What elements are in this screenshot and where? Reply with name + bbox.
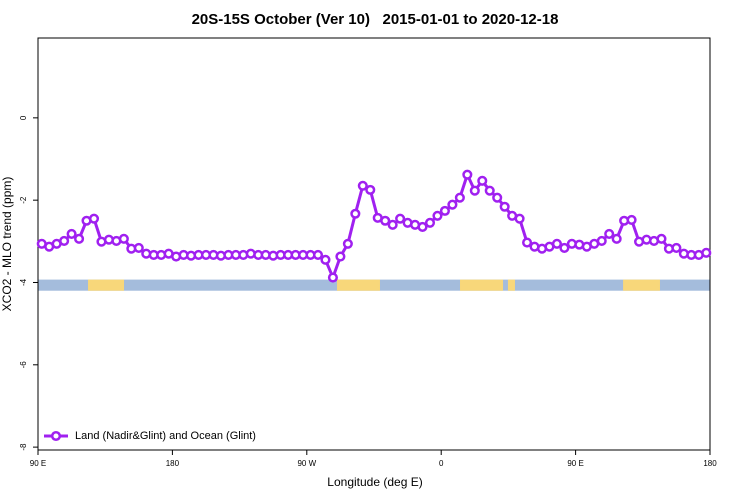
point-marker — [439, 205, 450, 216]
y-tick-label: 0 — [19, 115, 28, 120]
point-marker — [417, 221, 428, 232]
y-axis-label: XCO2 - MLO trend (ppm) — [0, 177, 14, 312]
point-marker — [671, 242, 682, 253]
point-marker — [133, 242, 144, 253]
point-marker — [477, 175, 488, 186]
point-marker — [342, 238, 353, 249]
point-marker — [604, 228, 615, 239]
point-marker — [551, 238, 562, 249]
point-marker — [656, 233, 667, 244]
point-marker — [312, 249, 324, 260]
x-axis-label: Longitude (deg E) — [327, 475, 422, 489]
point-marker — [350, 208, 361, 219]
point-marker — [492, 192, 503, 203]
x-tick-label: 90 W — [297, 459, 316, 468]
y-tick-label: -8 — [19, 443, 28, 451]
point-marker — [454, 192, 465, 203]
point-marker — [74, 233, 85, 244]
point-marker — [365, 184, 376, 195]
y-tick-label: -2 — [19, 196, 28, 204]
point-marker — [88, 213, 100, 224]
legend-label: Land (Nadir&Glint) and Ocean (Glint) — [75, 430, 256, 442]
point-marker — [469, 185, 480, 196]
point-marker — [118, 233, 129, 244]
point-marker — [335, 251, 346, 262]
point-marker — [596, 235, 607, 246]
point-marker — [514, 213, 525, 224]
point-marker — [626, 214, 637, 225]
x-tick-label: 90 E — [30, 459, 46, 468]
point-marker — [611, 233, 622, 244]
point-marker — [559, 242, 570, 253]
chart-title: 20S-15S October (Ver 10) 2015-01-01 to 2… — [192, 11, 559, 28]
point-marker — [327, 272, 338, 283]
point-marker — [499, 201, 510, 212]
point-marker — [522, 237, 533, 248]
point-marker — [424, 217, 436, 228]
point-marker — [432, 210, 443, 221]
x-tick-label: 180 — [703, 459, 717, 468]
point-marker — [380, 215, 391, 226]
point-marker — [66, 228, 77, 239]
point-marker — [320, 254, 331, 265]
y-tick-label: -6 — [19, 361, 28, 369]
land-band — [507, 279, 515, 291]
land-band — [88, 279, 125, 291]
x-tick-label: 90 E — [567, 459, 583, 468]
x-tick-label: 0 — [439, 459, 444, 468]
legend-marker — [50, 430, 62, 442]
y-tick-label: -4 — [19, 278, 28, 286]
point-marker — [462, 169, 473, 180]
point-marker — [701, 247, 712, 258]
point-marker — [447, 199, 458, 210]
point-marker — [484, 185, 495, 196]
point-marker — [395, 213, 406, 224]
point-marker — [59, 235, 70, 246]
point-marker — [387, 219, 398, 230]
point-marker — [357, 180, 368, 191]
land-band — [336, 279, 380, 291]
x-tick-label: 180 — [166, 459, 180, 468]
land-band — [460, 279, 504, 291]
land-band — [623, 279, 660, 291]
